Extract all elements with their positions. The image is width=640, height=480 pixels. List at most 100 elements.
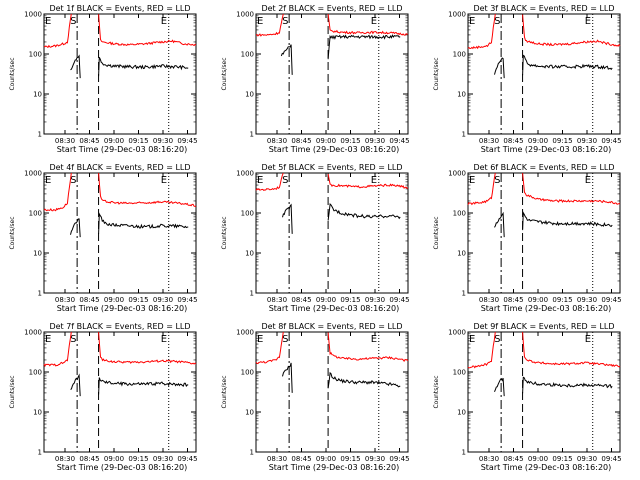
x-tick-label: 09:15 bbox=[552, 137, 572, 145]
events-series-post bbox=[327, 34, 401, 60]
x-tick-label: 08:45 bbox=[291, 137, 311, 145]
y-axis-label: Counts/sec bbox=[9, 216, 16, 249]
lld-series-pre bbox=[255, 13, 284, 37]
y-tick-label: 100 bbox=[241, 369, 254, 377]
x-tick-label: 09:30 bbox=[577, 137, 597, 145]
end-marker: E bbox=[585, 334, 591, 345]
x-tick-label: 08:30 bbox=[55, 137, 75, 145]
y-axis-label: Counts/sec bbox=[433, 57, 440, 90]
x-tick-label: 09:45 bbox=[177, 296, 197, 304]
x-tick-label: 08:45 bbox=[291, 455, 311, 463]
lld-series-pre bbox=[43, 13, 72, 49]
y-tick-label: 1000 bbox=[236, 11, 254, 19]
plot-frame bbox=[255, 13, 409, 135]
y-tick-label: 1 bbox=[250, 449, 254, 457]
start-marker: S bbox=[494, 175, 500, 186]
y-tick-label: 1000 bbox=[448, 170, 466, 178]
y-axis-label: Counts/sec bbox=[9, 375, 16, 408]
x-axis-label: Start Time (29-Dec-03 08:16:20) bbox=[481, 304, 612, 313]
x-tick-label: 09:00 bbox=[528, 296, 548, 304]
events-series-pre bbox=[282, 203, 293, 234]
x-tick-label: 09:15 bbox=[128, 137, 148, 145]
y-tick-label: 10 bbox=[245, 409, 254, 417]
panel-title: Det 3f BLACK = Events, RED = LLD bbox=[473, 4, 614, 13]
y-tick-label: 10 bbox=[33, 250, 42, 258]
end-marker: E bbox=[161, 16, 167, 27]
y-axis-label: Counts/sec bbox=[221, 216, 228, 249]
start-marker: S bbox=[282, 175, 288, 186]
panel-title: Det 4f BLACK = Events, RED = LLD bbox=[49, 163, 190, 172]
x-tick-label: 08:30 bbox=[479, 137, 499, 145]
panel-title: Det 9f BLACK = Events, RED = LLD bbox=[473, 322, 614, 331]
plot-frame bbox=[255, 331, 409, 453]
y-tick-label: 10 bbox=[245, 250, 254, 258]
y-tick-label: 10 bbox=[33, 91, 42, 99]
y-tick-label: 100 bbox=[29, 210, 42, 218]
end-marker: E bbox=[161, 175, 167, 186]
events-series-pre bbox=[494, 211, 505, 238]
panel-title: Det 7f BLACK = Events, RED = LLD bbox=[49, 322, 190, 331]
panel-title: Det 5f BLACK = Events, RED = LLD bbox=[261, 163, 402, 172]
end-marker-left: E bbox=[257, 175, 263, 186]
x-tick-label: 08:30 bbox=[55, 296, 75, 304]
x-tick-label: 09:45 bbox=[601, 455, 621, 463]
end-marker-left: E bbox=[45, 175, 51, 186]
panel-title: Det 1f BLACK = Events, RED = LLD bbox=[49, 4, 190, 13]
start-marker: S bbox=[282, 334, 288, 345]
events-series-pre bbox=[494, 57, 505, 79]
y-tick-label: 1 bbox=[462, 449, 466, 457]
events-series-post bbox=[98, 212, 189, 234]
x-axis-label: Start Time (29-Dec-03 08:16:20) bbox=[269, 304, 400, 313]
plot-frame bbox=[43, 172, 197, 294]
y-tick-label: 100 bbox=[241, 210, 254, 218]
x-tick-label: 08:45 bbox=[503, 296, 523, 304]
x-tick-label: 08:45 bbox=[79, 455, 99, 463]
x-tick-label: 09:15 bbox=[552, 455, 572, 463]
events-series-pre bbox=[70, 373, 81, 397]
events-series-pre bbox=[70, 54, 81, 79]
start-marker: S bbox=[282, 16, 288, 27]
y-tick-label: 10 bbox=[33, 409, 42, 417]
panel-title: Det 8f BLACK = Events, RED = LLD bbox=[261, 322, 402, 331]
lld-series-post bbox=[327, 13, 409, 36]
x-tick-label: 09:00 bbox=[104, 455, 124, 463]
x-tick-label: 09:00 bbox=[316, 455, 336, 463]
lld-series-pre bbox=[467, 331, 496, 369]
x-tick-label: 09:30 bbox=[153, 296, 173, 304]
x-axis-label: Start Time (29-Dec-03 08:16:20) bbox=[57, 304, 188, 313]
plot-frame bbox=[43, 331, 197, 453]
y-tick-label: 1000 bbox=[236, 170, 254, 178]
x-tick-label: 08:30 bbox=[267, 455, 287, 463]
lld-series-pre bbox=[255, 172, 284, 192]
start-marker: S bbox=[70, 334, 76, 345]
x-axis-label: Start Time (29-Dec-03 08:16:20) bbox=[57, 145, 188, 154]
x-tick-label: 09:45 bbox=[389, 137, 409, 145]
detector-panel-3: Det 3f BLACK = Events, RED = LLD 1 10 100 10… bbox=[433, 4, 622, 154]
x-axis-label: Start Time (29-Dec-03 08:16:20) bbox=[57, 463, 188, 472]
x-tick-label: 08:45 bbox=[291, 296, 311, 304]
lld-series-post bbox=[327, 173, 409, 189]
x-tick-label: 09:15 bbox=[340, 455, 360, 463]
x-tick-label: 08:30 bbox=[479, 296, 499, 304]
lld-series-post bbox=[98, 14, 197, 47]
lld-series-post bbox=[98, 331, 197, 365]
x-tick-label: 09:30 bbox=[577, 455, 597, 463]
x-tick-label: 09:30 bbox=[365, 137, 385, 145]
x-axis-label: Start Time (29-Dec-03 08:16:20) bbox=[269, 145, 400, 154]
end-marker-left: E bbox=[469, 334, 475, 345]
detector-panel-8: Det 8f BLACK = Events, RED = LLD 1 10 100 10… bbox=[221, 322, 410, 472]
y-tick-label: 10 bbox=[457, 91, 466, 99]
x-axis-label: Start Time (29-Dec-03 08:16:20) bbox=[481, 463, 612, 472]
events-series-post bbox=[327, 371, 401, 389]
x-tick-label: 09:15 bbox=[128, 455, 148, 463]
lld-series-post bbox=[522, 14, 621, 47]
x-tick-label: 09:15 bbox=[552, 296, 572, 304]
panel-title: Det 2f BLACK = Events, RED = LLD bbox=[261, 4, 402, 13]
end-marker: E bbox=[585, 175, 591, 186]
y-tick-label: 1000 bbox=[24, 170, 42, 178]
end-marker: E bbox=[371, 334, 377, 345]
y-tick-label: 100 bbox=[453, 51, 466, 59]
y-axis-label: Counts/sec bbox=[433, 216, 440, 249]
detector-panel-7: Det 7f BLACK = Events, RED = LLD 1 10 100 10… bbox=[9, 322, 198, 472]
